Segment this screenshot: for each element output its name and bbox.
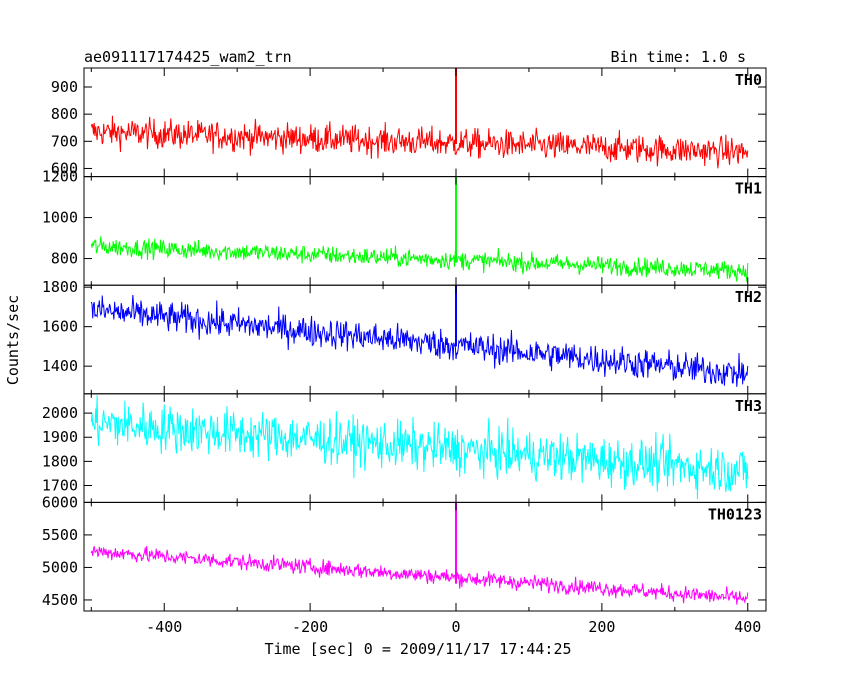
chart-title: ae091117174425_wam2_trn (84, 48, 292, 66)
panel-th0123: 4500 5000 5500 6000 TH0123 (42, 493, 767, 612)
y-tick-label: 5000 (42, 558, 78, 576)
panel-frame (83, 67, 767, 178)
panel-label-th0123: TH0123 (708, 505, 762, 523)
series-line-th0123 (90, 546, 749, 605)
panel-label-th1: TH1 (735, 180, 762, 198)
y-tick-label: 800 (51, 105, 78, 123)
series-line-th2 (90, 294, 749, 387)
x-tick-label: -200 (292, 618, 328, 636)
y-tick-label: 1600 (42, 318, 78, 336)
y-tick-label: 700 (51, 132, 78, 150)
series-line-th1 (90, 236, 749, 283)
y-tick-label: 2000 (42, 404, 78, 422)
y-axis-label: Counts/sec (4, 295, 22, 385)
panel-th2: 1400 1600 1800 TH2 (42, 278, 767, 395)
y-tick-label: 1200 (42, 168, 78, 186)
panel-frame (83, 284, 767, 395)
y-tick-label: 6000 (42, 493, 78, 511)
y-tick-label: 1800 (42, 452, 78, 470)
series-line-th3 (90, 395, 749, 500)
panels-group: 600 700 800 900 TH0 800 1000 1200 TH1 1400 1600 180… (42, 67, 767, 636)
panel-label-th3: TH3 (735, 397, 762, 415)
panel-th1: 800 1000 1200 TH1 (42, 168, 767, 286)
panel-th0: 600 700 800 900 TH0 (51, 67, 767, 178)
bin-time-label: Bin time: 1.0 s (611, 48, 746, 66)
y-tick-label: 4500 (42, 591, 78, 609)
panel-label-th2: TH2 (735, 288, 762, 306)
y-tick-label: 800 (51, 250, 78, 268)
y-tick-label: 1900 (42, 428, 78, 446)
x-tick-label: -400 (146, 618, 182, 636)
x-tick-label: 0 (451, 618, 460, 636)
x-axis-label: Time [sec] 0 = 2009/11/17 17:44:25 (264, 640, 571, 658)
y-tick-label: 1700 (42, 477, 78, 495)
y-tick-label: 1800 (42, 278, 78, 296)
y-tick-label: 1000 (42, 209, 78, 227)
y-tick-label: 1400 (42, 357, 78, 375)
panel-label-th0: TH0 (735, 71, 762, 89)
y-tick-label: 900 (51, 78, 78, 96)
panel-th3: 1700 1800 1900 2000 TH3 (42, 393, 767, 503)
y-tick-label: 5500 (42, 526, 78, 544)
series-line-th0 (90, 115, 749, 169)
x-tick-label: 200 (588, 618, 615, 636)
y-tick-label: 600 (51, 159, 78, 177)
panel-frame (83, 501, 767, 612)
x-tick-label: 400 (734, 618, 761, 636)
